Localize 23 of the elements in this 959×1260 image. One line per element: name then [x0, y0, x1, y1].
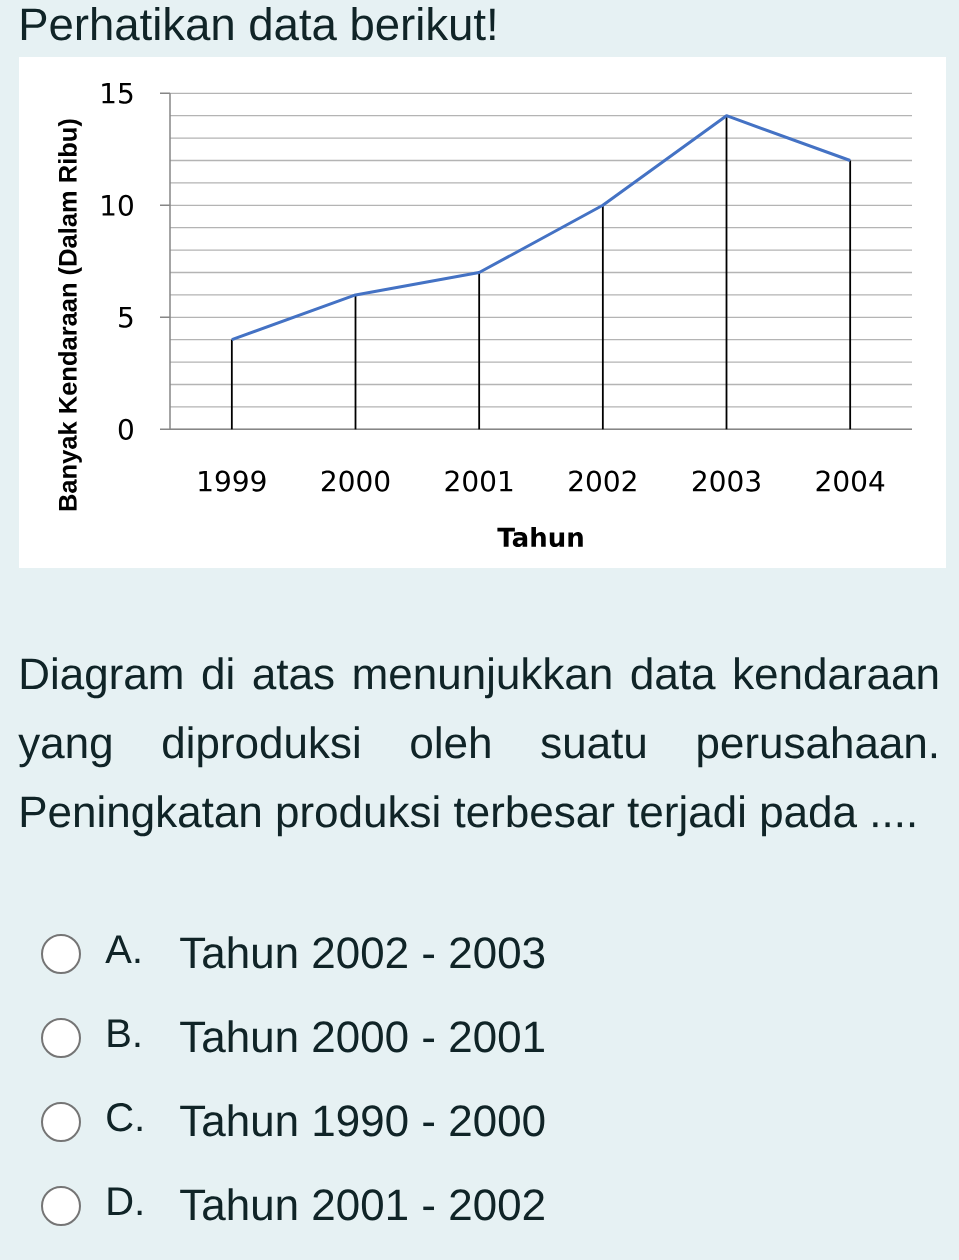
y-axis-title: Banyak Kendaraan (Dalam Ribu)	[58, 119, 82, 511]
text: Tahun 2000 - 2001	[180, 1020, 544, 1053]
text: B.	[108, 1019, 140, 1048]
y-tick-label: 5	[119, 306, 133, 328]
y-tick-label: 0	[118, 418, 133, 440]
text: C.	[107, 1103, 142, 1132]
text: Diagram di atas menunjukkan data kendaraan yang diproduksi oleh suatu perusahaan. Peningkatan produksi terbesar terjadi pada ....	[18, 657, 938, 837]
x-tick-label: 2001	[445, 470, 513, 492]
line-series	[230, 114, 852, 342]
text: Tahun 2002 - 2003	[180, 936, 545, 969]
x-tick-label: 2002	[569, 470, 636, 492]
chart-title: Perhatikan data berikut!	[21, 7, 495, 41]
x-tick-label: 2000	[321, 470, 390, 492]
x-tick-label: 2003	[692, 470, 760, 492]
text: Tahun 2001 - 2002	[180, 1188, 544, 1221]
y-tick-label: 10	[102, 194, 133, 216]
x-tick-label: 2004	[816, 470, 885, 492]
text: D.	[108, 1187, 142, 1216]
x-tick-label: 1999	[199, 470, 266, 492]
x-axis-title: Tahun	[497, 526, 583, 548]
text: Tahun 1990 - 2000	[180, 1104, 545, 1137]
y-tick-label: 15	[102, 82, 133, 104]
text: A.	[105, 935, 140, 964]
